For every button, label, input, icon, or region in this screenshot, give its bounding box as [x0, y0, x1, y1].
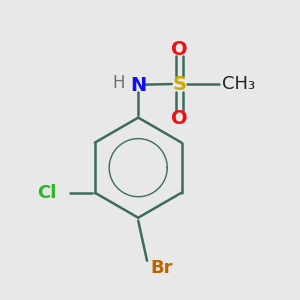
Text: O: O	[171, 109, 188, 128]
Text: S: S	[172, 74, 186, 94]
Text: Br: Br	[150, 259, 172, 277]
Text: O: O	[171, 40, 188, 59]
Text: N: N	[130, 76, 146, 95]
Text: H: H	[113, 74, 125, 92]
Text: Cl: Cl	[37, 184, 57, 202]
Text: CH₃: CH₃	[222, 75, 255, 93]
